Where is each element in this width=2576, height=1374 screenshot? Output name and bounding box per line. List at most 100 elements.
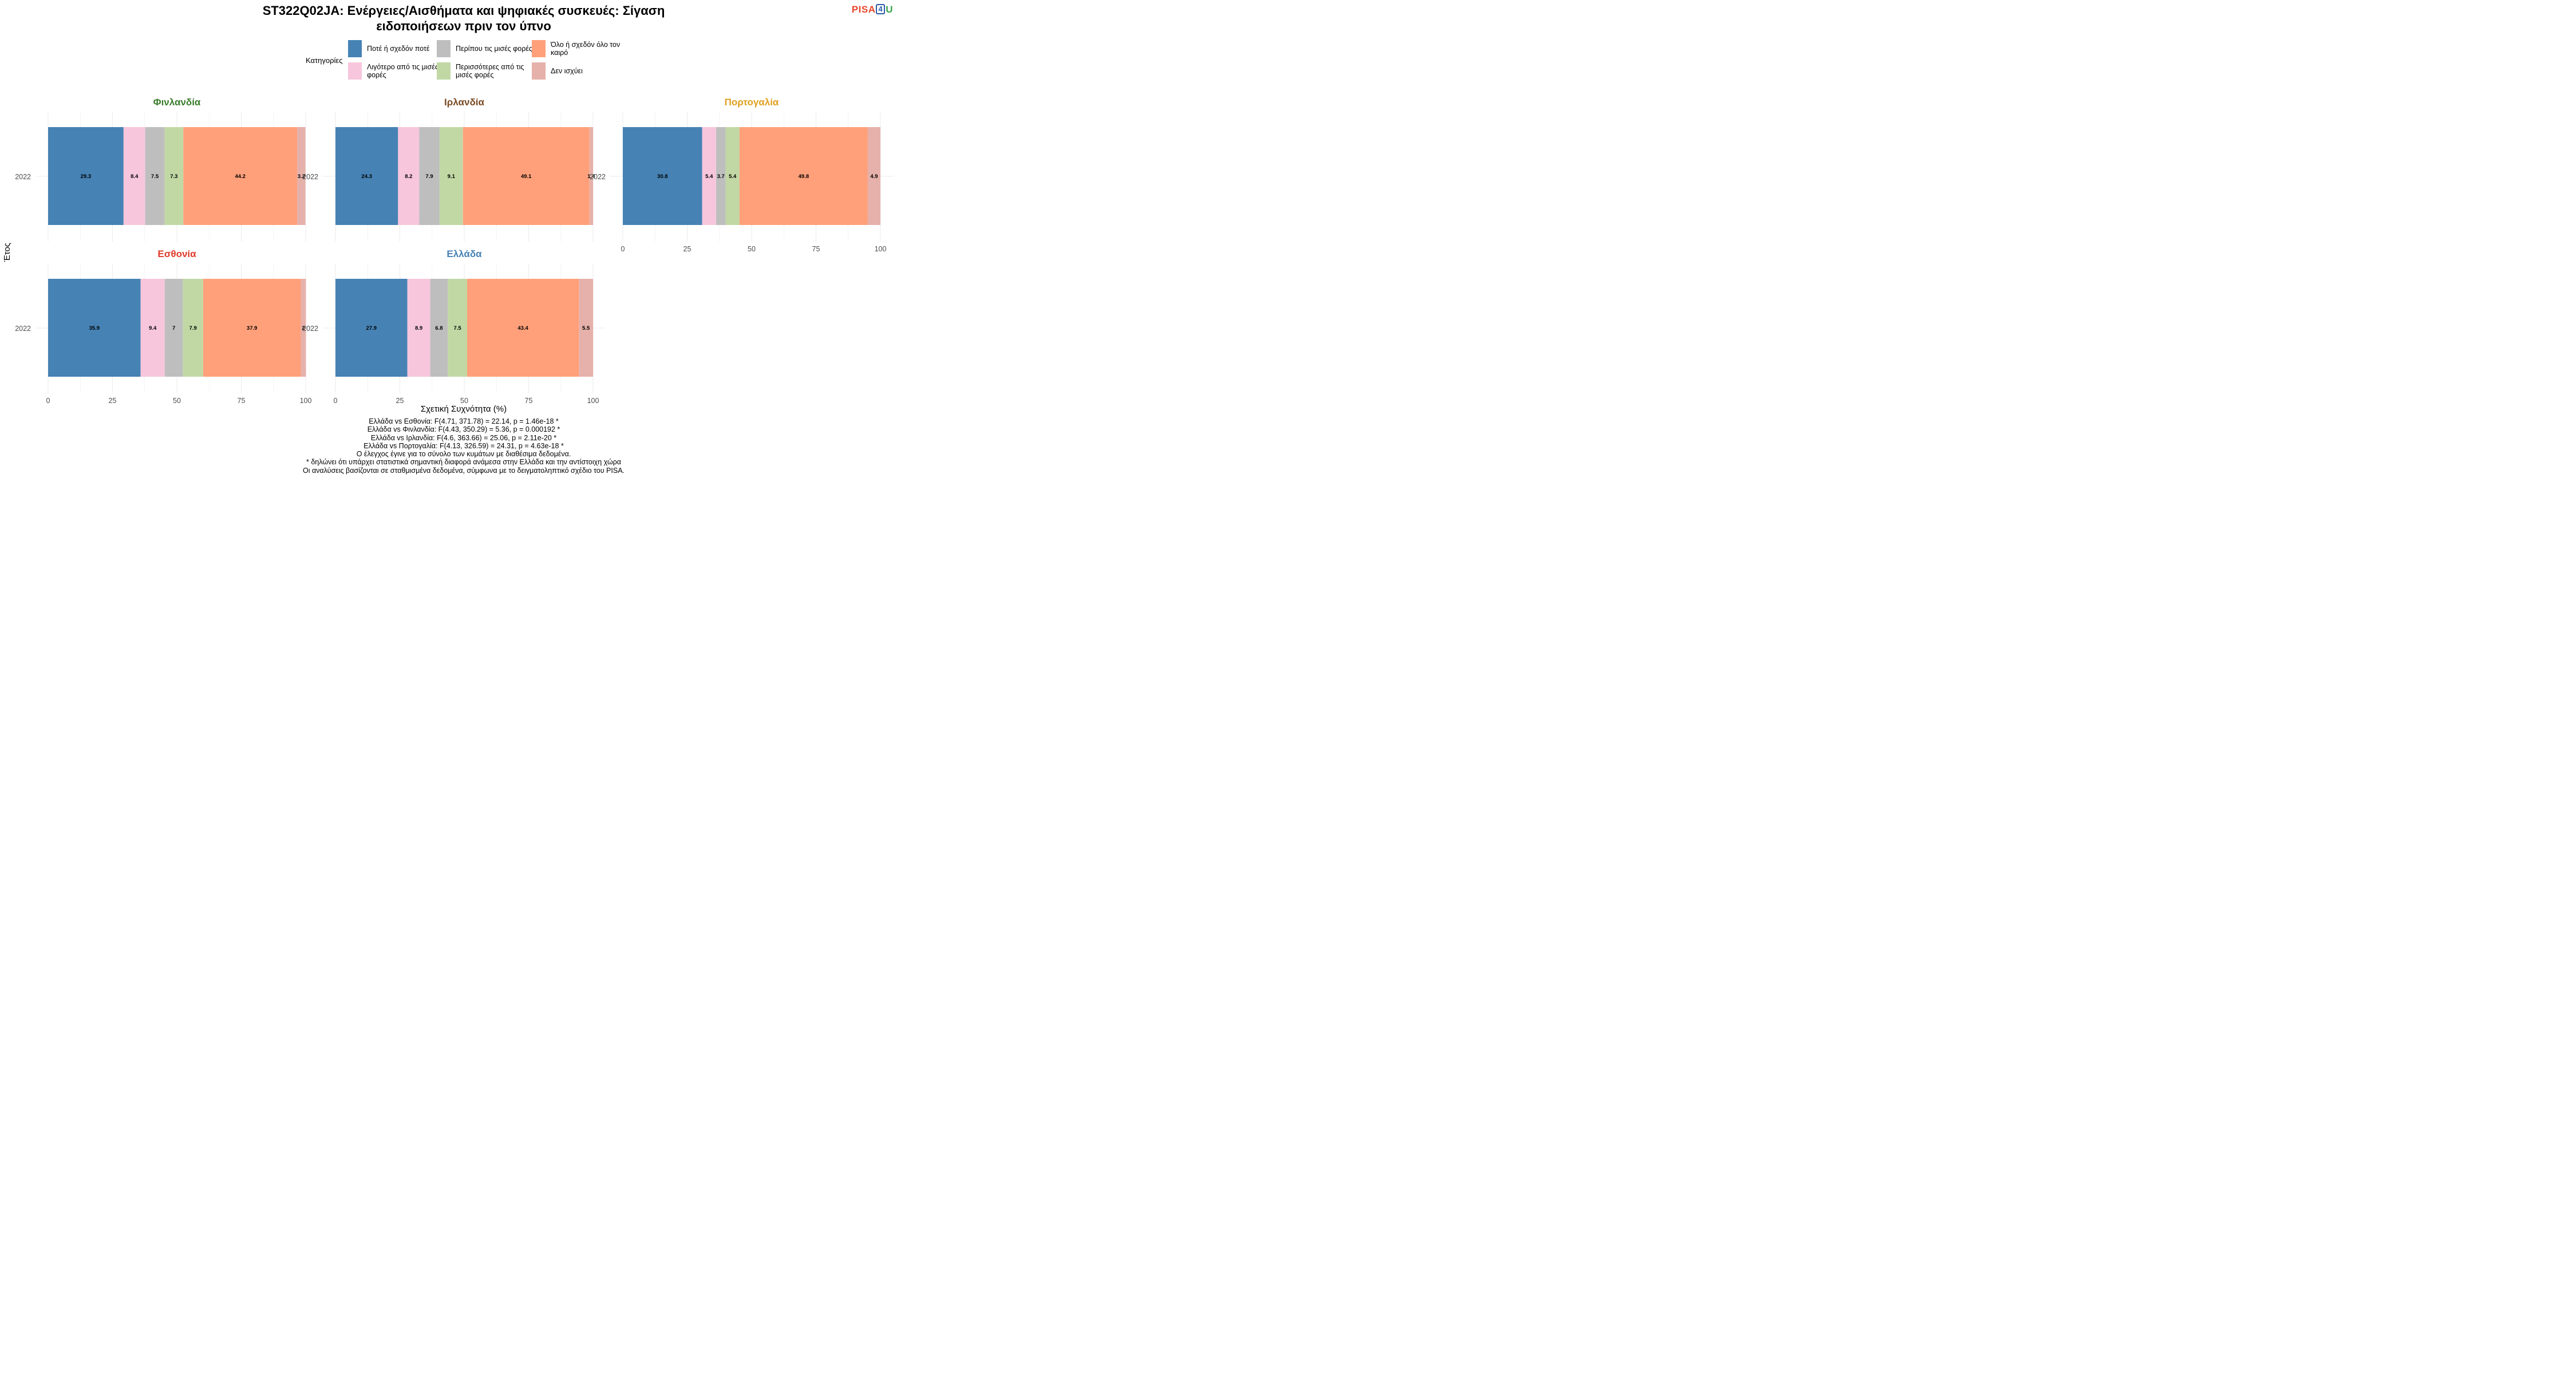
note-line: Οι αναλύσεις βασίζονται σε σταθμισμένα δ… — [302, 466, 625, 475]
data-label: 29.3 — [81, 173, 92, 180]
bar-segment — [183, 127, 298, 225]
legend-item: Δεν ισχύει — [532, 62, 631, 80]
note-line: Ελλάδα vs Πορτογαλία: F(4.13, 326.59) = … — [364, 441, 564, 450]
y-axis-label: Έτος — [2, 242, 13, 262]
data-label: 24.3 — [361, 173, 372, 180]
panel-title: Ελλάδα — [447, 248, 482, 259]
legend-label: Περίπου τις μισές φορές — [456, 45, 532, 53]
data-label: 4.9 — [870, 173, 878, 180]
bar-segment — [140, 279, 165, 377]
data-label: 44.2 — [235, 173, 246, 180]
x-tick-label: 75 — [812, 245, 820, 253]
logo-pisa: PISA — [851, 4, 876, 15]
legend-swatch — [532, 62, 546, 80]
x-tick-label: 50 — [748, 245, 756, 253]
y-tick-label: 2022 — [15, 173, 31, 181]
data-label: 7.9 — [425, 173, 433, 180]
x-tick-label: 100 — [300, 397, 312, 405]
bar-segment — [335, 127, 398, 225]
data-label: 5.4 — [729, 173, 737, 180]
data-label: 8.2 — [405, 173, 412, 180]
data-label: 27.9 — [366, 325, 377, 331]
legend-title: Κατηγορίες — [306, 56, 343, 65]
bar-segment — [716, 127, 726, 225]
pisa4u-logo: PISA 4 U — [852, 4, 893, 15]
x-tick-label: 0 — [46, 397, 50, 405]
data-label: 3.7 — [717, 173, 725, 180]
data-label: 3.2 — [298, 173, 305, 180]
legend-item: Λιγότερο από τις μισές φορές — [348, 62, 447, 80]
bar-segment — [439, 127, 463, 225]
data-label: 2 — [302, 325, 305, 331]
bar-segment — [164, 279, 183, 377]
data-label: 7.3 — [170, 173, 177, 180]
bar-segment — [123, 127, 145, 225]
bar-segment — [145, 127, 165, 225]
data-label: 5.5 — [582, 325, 590, 331]
legend-label: Δεν ισχύει — [551, 67, 583, 75]
y-tick-label: 2022 — [302, 173, 318, 181]
faceted-bar-chart: Φινλανδία 2022 29.3 8.4 7.5 7.3 44.2 3.2 Ιρλανδί… — [15, 97, 893, 405]
note-line: Ο έλεγχος έγινε για το σύνολο των κυμάτω… — [356, 450, 571, 459]
x-tick-label: 75 — [525, 397, 533, 405]
bar-segment — [725, 127, 740, 225]
y-tick-label: 2022 — [302, 325, 318, 333]
bar-segment — [183, 279, 203, 377]
legend-item: Όλο ή σχεδόν όλο τον καιρό — [532, 40, 631, 57]
data-label: 7.9 — [189, 325, 197, 331]
data-label: 7 — [172, 325, 175, 331]
bar-segment — [463, 127, 590, 225]
legend-item: Περισσότερες από τις μισές φορές — [437, 62, 536, 80]
bar-segment — [448, 279, 467, 377]
data-label: 5.4 — [705, 173, 713, 180]
note-line: * δηλώνει ότι υπάρχει στατιστικά σημαντι… — [306, 458, 621, 467]
data-label: 49.8 — [799, 173, 809, 180]
x-tick-label: 25 — [396, 397, 404, 405]
x-tick-label: 100 — [587, 397, 599, 405]
data-label: 7.5 — [151, 173, 159, 180]
bar-segment — [164, 127, 184, 225]
data-label: 8.4 — [131, 173, 139, 180]
logo-num: 4 — [876, 4, 886, 14]
chart-title: ST322Q02JA: Ενέργειες/Αισθήματα και ψηφι… — [172, 3, 756, 34]
panel-title: Φινλανδία — [153, 97, 201, 108]
bar-segment — [702, 127, 716, 225]
data-label: 1.4 — [587, 173, 595, 180]
legend-label: Όλο ή σχεδόν όλο τον καιρό — [551, 41, 621, 57]
chart-title-line2: ειδοποιήσεων πριν τον ύπνο — [376, 19, 551, 33]
data-label: 9.4 — [149, 325, 157, 331]
bar-segment — [301, 279, 306, 377]
x-tick-label: 50 — [460, 397, 468, 405]
note-line: Ελλάδα vs Εσθονία: F(4.71, 371.78) = 22.… — [369, 417, 559, 425]
bar-segment — [467, 279, 579, 377]
data-label: 43.4 — [517, 325, 528, 331]
panel-title: Πορτογαλία — [725, 97, 779, 108]
chart-title-line1: ST322Q02JA: Ενέργειες/Αισθήματα και ψηφι… — [262, 3, 665, 18]
x-axis-label: Σχετική Συχνότητα (%) — [420, 404, 507, 414]
bar-segment — [407, 279, 430, 377]
note-line: Ελλάδα vs Φινλανδία: F(4.43, 350.29) = 5… — [367, 425, 560, 434]
legend-label: Λιγότερο από τις μισές φορές — [367, 63, 438, 79]
bar-segment — [589, 127, 593, 225]
legend-swatch — [437, 40, 451, 57]
legend-swatch — [348, 40, 362, 57]
legend-swatch — [348, 62, 362, 80]
bar-segment — [48, 279, 141, 377]
data-label: 8.9 — [415, 325, 422, 331]
y-tick-label: 2022 — [15, 325, 31, 333]
x-tick-label: 25 — [683, 245, 692, 253]
legend-swatch — [437, 62, 451, 80]
data-label: 30.8 — [657, 173, 668, 180]
x-tick-label: 50 — [173, 397, 181, 405]
data-label: 35.9 — [89, 325, 100, 331]
legend-item: Περίπου τις μισές φορές — [437, 40, 536, 57]
bar-segment — [203, 279, 301, 377]
data-label: 37.9 — [247, 325, 258, 331]
bar-segment — [623, 127, 702, 225]
data-label: 49.1 — [521, 173, 532, 180]
bar-segment — [430, 279, 448, 377]
legend-item: Ποτέ ή σχεδόν ποτέ — [348, 40, 447, 57]
bar-segment — [335, 279, 408, 377]
panel-title: Ιρλανδία — [444, 97, 484, 108]
legend-label: Ποτέ ή σχεδόν ποτέ — [367, 45, 430, 53]
